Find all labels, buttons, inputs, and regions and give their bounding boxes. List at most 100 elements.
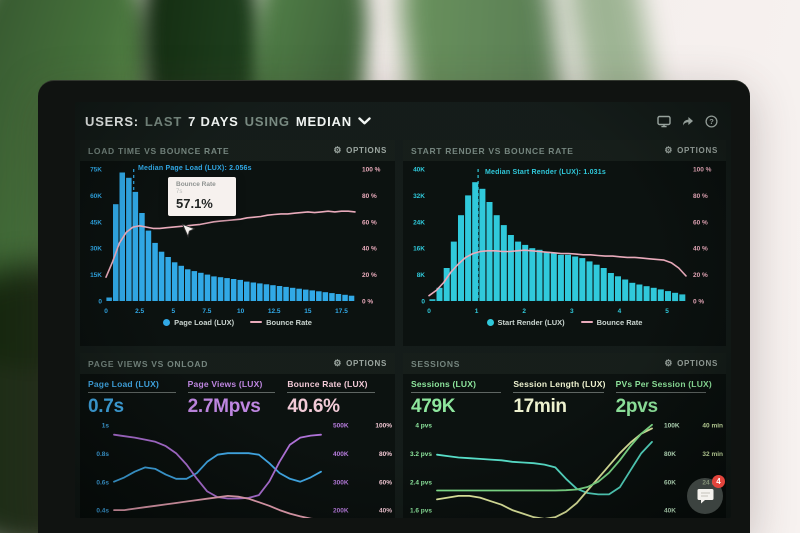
metric-page-load: Page Load (LUX) 0.7s (88, 379, 188, 418)
svg-text:80%: 80% (379, 451, 392, 458)
options-button[interactable]: ⚙ OPTIONS (664, 358, 718, 369)
notification-badge: 4 (712, 475, 725, 488)
svg-text:60%: 60% (379, 479, 392, 486)
options-gear-icon: ⚙ (333, 358, 343, 368)
svg-text:40 min: 40 min (702, 422, 723, 429)
svg-text:1: 1 (475, 308, 479, 315)
legend-line-icon (580, 321, 593, 323)
sessions-chart: 4 pvs 100K 40 min 3.2 pvs 80K 32 min 2.4 pvs 60… (410, 422, 723, 518)
svg-text:0.6s: 0.6s (96, 479, 109, 486)
metric-underline (513, 392, 604, 393)
svg-text:4: 4 (618, 308, 622, 315)
svg-text:15: 15 (304, 308, 312, 315)
median-label: MEDIAN (295, 113, 352, 129)
svg-text:60K: 60K (90, 193, 102, 200)
display-icon[interactable] (656, 114, 671, 128)
svg-text:2: 2 (522, 308, 526, 315)
panel-title: SESSIONS (411, 358, 461, 369)
svg-text:3: 3 (570, 308, 574, 315)
chart-legend: Page Load (LUX) Bounce Rate (80, 315, 395, 329)
svg-text:10: 10 (237, 308, 245, 315)
svg-text:20 %: 20 % (693, 272, 708, 279)
svg-text:3.2 pvs: 3.2 pvs (410, 451, 432, 458)
metric-session-length: Session Length (LUX) 17min (513, 379, 606, 417)
svg-text:32 min: 32 min (702, 451, 723, 458)
panel-title: START RENDER VS BOUNCE RATE (411, 145, 574, 156)
svg-text:80 %: 80 % (362, 193, 377, 200)
options-gear-icon: ⚙ (664, 358, 674, 368)
chart-legend: Start Render (LUX) Bounce Rate (403, 315, 726, 329)
options-gear-icon: ⚙ (664, 145, 674, 155)
page-views-chart: 1s 500K 100% 0.8s 400K 80% 0.6s 300K 60% 0.4s 200K… (96, 422, 392, 518)
options-gear-icon: ⚙ (333, 145, 343, 155)
svg-text:1.6 pvs: 1.6 pvs (410, 508, 432, 515)
chevron-down-icon (358, 117, 371, 125)
svg-text:80K: 80K (664, 451, 676, 458)
svg-text:80 %: 80 % (693, 193, 708, 200)
options-button[interactable]: ⚙ OPTIONS (664, 145, 718, 156)
svg-text:100%: 100% (375, 422, 392, 429)
help-icon[interactable]: ? (704, 114, 719, 128)
dashboard-screen: USERS: LAST 7 DAYS USING MEDIAN (75, 102, 731, 518)
svg-text:5: 5 (171, 308, 175, 315)
svg-text:60K: 60K (664, 479, 676, 486)
svg-text:60 %: 60 % (362, 219, 377, 226)
svg-text:60 %: 60 % (693, 219, 708, 226)
svg-text:0 %: 0 % (693, 299, 704, 306)
svg-text:5: 5 (665, 308, 669, 315)
svg-text:15K: 15K (90, 272, 102, 279)
svg-text:2.5: 2.5 (135, 308, 144, 315)
svg-text:0: 0 (427, 308, 431, 315)
svg-text:100 %: 100 % (362, 167, 381, 174)
svg-text:40 %: 40 % (362, 246, 377, 253)
metric-pvs-per-session: PVs Per Session (LUX) 2pvs (615, 379, 712, 417)
bounce-rate-tooltip: Bounce Rate 7s 57.1% (168, 177, 236, 216)
svg-text:40K: 40K (413, 167, 425, 174)
svg-text:24K: 24K (413, 219, 425, 226)
svg-text:1s: 1s (102, 422, 110, 429)
panel-grid: LOAD TIME VS BOUNCE RATE ⚙ OPTIONS 75K 60… (80, 140, 726, 518)
svg-text:75K: 75K (90, 167, 102, 174)
legend-dot-icon (486, 318, 494, 326)
svg-text:400K: 400K (333, 451, 349, 458)
svg-text:32K: 32K (413, 193, 425, 200)
metric-underline (615, 392, 706, 393)
users-label: USERS: (85, 113, 139, 129)
panel-sessions: SESSIONS ⚙ OPTIONS Sessions (LUX) 479K (403, 353, 726, 518)
svg-text:500K: 500K (333, 422, 349, 429)
svg-text:4 pvs: 4 pvs (415, 422, 432, 429)
chat-widget[interactable]: 4 (687, 475, 725, 514)
legend-line-icon (250, 321, 263, 323)
svg-text:16K: 16K (413, 246, 425, 253)
metric-underline (187, 392, 276, 393)
svg-text:0.8s: 0.8s (96, 451, 109, 458)
share-icon[interactable] (680, 114, 695, 128)
svg-text:40K: 40K (664, 508, 676, 515)
svg-text:40%: 40% (379, 508, 392, 515)
svg-text:12.5: 12.5 (268, 308, 281, 315)
panel-page-views: PAGE VIEWS VS ONLOAD ⚙ OPTIONS Page Load… (80, 353, 395, 518)
cursor-pointer-icon (181, 223, 196, 239)
metric-row: Page Load (LUX) 0.7s Page Views (LUX) 2.… (80, 374, 395, 418)
metric-row: Sessions (LUX) 479K Session Length (LUX)… (403, 374, 726, 418)
metric-sessions: Sessions (LUX) 479K (411, 379, 513, 418)
start-render-chart: 40K 32K 24K 16K 8K 0 100 % 80 % 60 % 40 % 20 % 0 % 0… (413, 167, 712, 316)
svg-text:7.5: 7.5 (202, 308, 211, 315)
metric-page-views: Page Views (LUX) 2.7Mpvs (187, 379, 288, 418)
median-annotation: Median Page Load (LUX): 2.056s (138, 165, 252, 172)
metric-underline (88, 392, 176, 393)
options-button[interactable]: ⚙ OPTIONS (333, 358, 387, 369)
options-button[interactable]: ⚙ OPTIONS (333, 145, 387, 156)
svg-text:0: 0 (421, 299, 425, 306)
panel-load-time: LOAD TIME VS BOUNCE RATE ⚙ OPTIONS 75K 60… (80, 140, 395, 346)
svg-text:0 %: 0 % (362, 299, 373, 306)
svg-text:30K: 30K (90, 246, 102, 253)
days-label: 7 DAYS (188, 113, 239, 129)
load-time-chart: 75K 60K 45K 30K 15K 0 100 % 80 % 60 % 40 % 20 % 0 %… (90, 167, 381, 316)
last-label: LAST (144, 113, 183, 129)
panel-start-render: START RENDER VS BOUNCE RATE ⚙ OPTIONS 40… (403, 140, 726, 346)
users-range-selector[interactable]: USERS: LAST 7 DAYS USING MEDIAN (85, 114, 371, 129)
svg-text:40 %: 40 % (693, 246, 708, 253)
svg-text:0.4s: 0.4s (96, 508, 109, 515)
